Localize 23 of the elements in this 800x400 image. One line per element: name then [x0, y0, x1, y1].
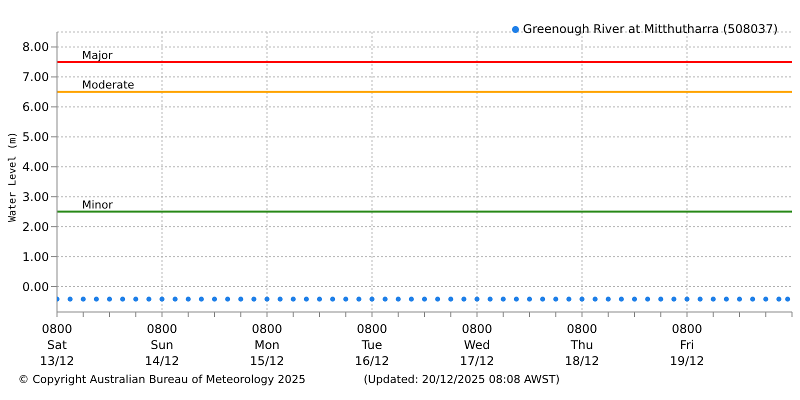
x-tick-label: 0800 Wed 17/12	[460, 322, 494, 368]
y-tick-label: 7.00	[22, 70, 49, 84]
y-tick-label: 4.00	[22, 160, 49, 174]
y-tick-label: 8.00	[22, 40, 49, 54]
x-tick-label: 0800 Mon 15/12	[250, 322, 284, 368]
x-tick-label: 0800 Sun 14/12	[144, 322, 180, 368]
ref-line-label: Minor	[82, 198, 114, 212]
y-tick-label: 3.00	[22, 190, 49, 204]
ref-line-label: Major	[82, 48, 114, 62]
y-tick-label: 1.00	[22, 250, 49, 264]
text: (Updated: 20/12/2025 08:08 AWST)	[364, 373, 560, 386]
legend-label: Greenough River at Mitthutharra (508037)	[522, 22, 778, 36]
y-tick-label: 2.00	[22, 220, 49, 234]
y-tick-label: 0.00	[22, 280, 49, 294]
text: © Copyright Australian Bureau of Meteorology 2025	[18, 373, 306, 386]
y-tick-label: 5.00	[22, 130, 49, 144]
x-tick-label: 0800 Fri 19/12	[670, 322, 704, 368]
y-tick-label: 6.00	[22, 100, 49, 114]
x-tick-label: 0800 Tue 16/12	[354, 322, 390, 368]
x-tick-label: 0800 Sat 13/12	[40, 322, 74, 368]
y-axis-title: Water Level (m)	[8, 132, 19, 222]
ref-line-label: Moderate	[82, 78, 135, 92]
x-tick-label: 0800 Thu 18/12	[564, 322, 600, 368]
